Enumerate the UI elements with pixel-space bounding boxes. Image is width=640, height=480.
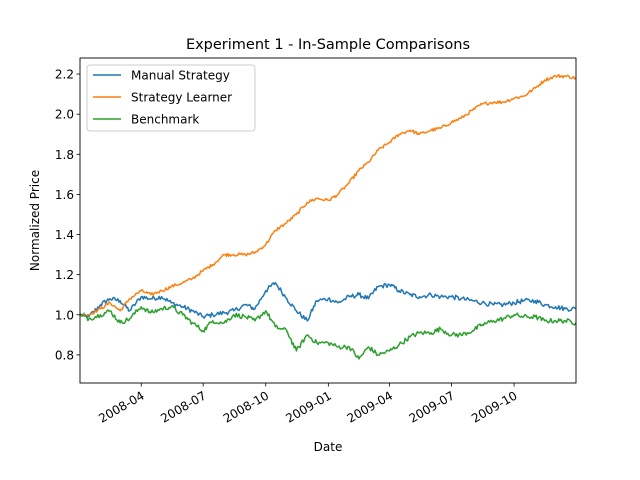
plot-frame xyxy=(79,57,577,384)
legend-label: Strategy Learner xyxy=(131,91,232,105)
y-tick-label: 1.6 xyxy=(55,188,74,202)
y-tick-label: 1.2 xyxy=(55,268,74,282)
y-tick-label: 1.4 xyxy=(55,228,74,242)
plot-lines xyxy=(79,74,577,360)
legend-label: Manual Strategy xyxy=(131,69,230,83)
legend: Manual Strategy Strategy Learner Benchmark xyxy=(86,64,256,132)
y-tick-label: 1.0 xyxy=(55,308,74,322)
y-tick-label: 1.8 xyxy=(55,148,74,162)
series-line-manual-strategy xyxy=(79,281,577,322)
x-axis-label: Date xyxy=(314,440,343,454)
y-axis-label: Normalized Price xyxy=(28,170,42,271)
y-tick-label: 2.0 xyxy=(55,108,74,122)
legend-box xyxy=(86,64,256,132)
y-tick-label: 0.8 xyxy=(55,348,74,362)
legend-label: Benchmark xyxy=(131,113,199,127)
y-tick-label: 2.2 xyxy=(55,68,74,82)
series-line-strategy-learner xyxy=(79,74,577,318)
series-line-benchmark xyxy=(79,304,577,360)
chart-title: Experiment 1 - In-Sample Comparisons xyxy=(186,37,470,53)
